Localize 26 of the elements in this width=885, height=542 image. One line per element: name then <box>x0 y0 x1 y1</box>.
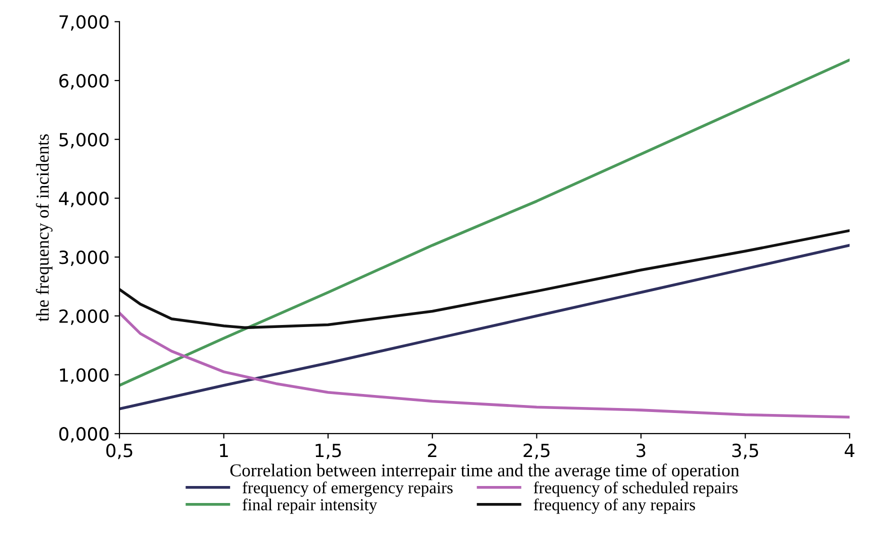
x-tick-label: 0,5 <box>106 444 132 460</box>
x-tick-label: 3,5 <box>732 444 758 460</box>
legend-label: frequency of emergency repairs <box>242 481 453 497</box>
legend-label: frequency of scheduled repairs <box>534 481 738 497</box>
legend-label: frequency of any repairs <box>534 498 696 514</box>
y-tick-label: 5,000 <box>59 132 109 148</box>
x-tick-label: 1,5 <box>316 444 341 460</box>
x-tick-label: 2,5 <box>524 444 550 460</box>
y-tick-label: 2,000 <box>59 309 109 325</box>
y-tick-label: 6,000 <box>59 74 109 90</box>
y-tick-label: 1,000 <box>60 368 109 384</box>
line-series <box>119 312 850 419</box>
y-tick-label: 4,000 <box>58 192 109 208</box>
y-tick-label: 3,000 <box>59 250 109 266</box>
x-tick-label: 2 <box>428 444 436 458</box>
line-series <box>119 244 850 410</box>
y-tick-label: 0,000 <box>59 427 109 443</box>
x-tick-label: 3 <box>636 444 646 458</box>
line-series <box>119 229 850 330</box>
x-axis-title: Correlation between interrepair time and the average time of operation <box>230 464 740 480</box>
x-tick-label: 1 <box>220 444 228 458</box>
x-tick-label: 4 <box>844 444 854 458</box>
y-tick-label: 7,000 <box>60 15 109 31</box>
y-axis-title: the frequency of incidents <box>36 134 53 322</box>
line-series <box>119 58 850 387</box>
legend-label: final repair intensity <box>242 498 378 514</box>
